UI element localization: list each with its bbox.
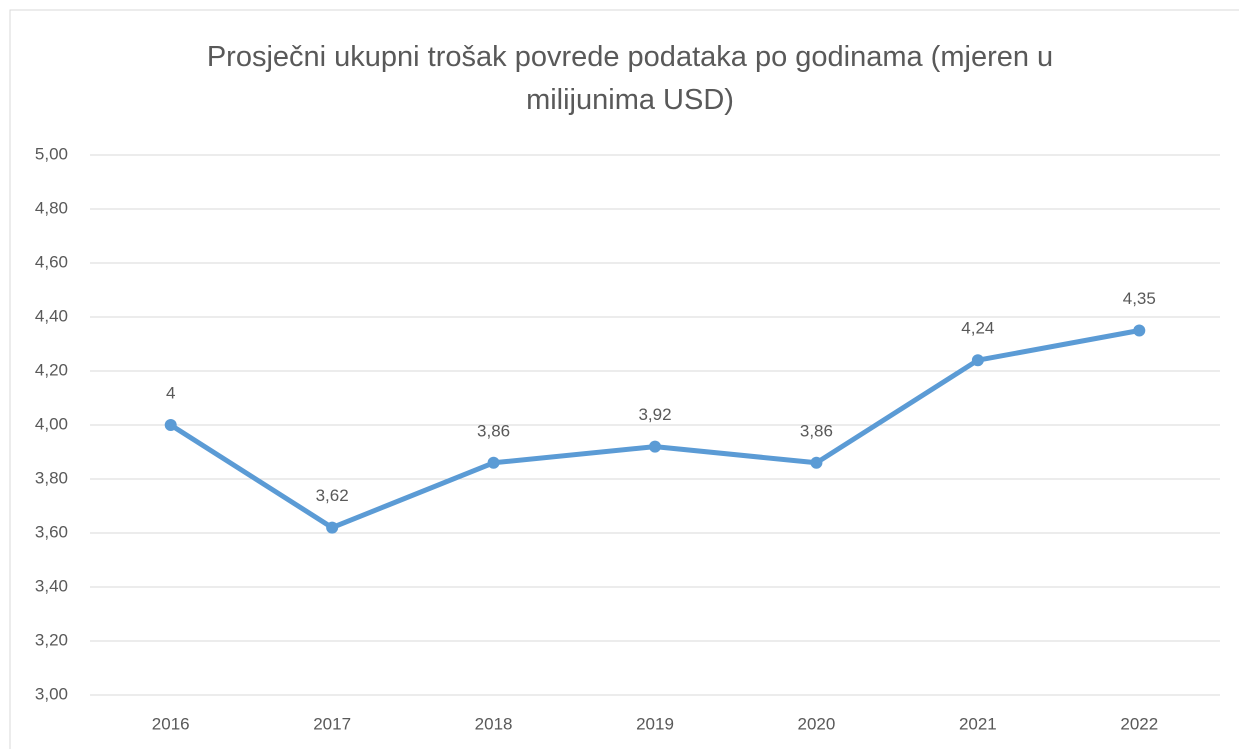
data-point	[164, 419, 177, 431]
data-label: 4	[166, 383, 175, 402]
data-label: 3,62	[316, 486, 349, 505]
data-label: 4,35	[1123, 289, 1156, 308]
y-tick-label: 3,00	[35, 684, 68, 703]
data-point	[487, 456, 500, 469]
y-tick-label: 4,80	[35, 198, 68, 217]
chart-border	[9, 9, 1239, 749]
y-tick-label: 3,80	[35, 468, 68, 487]
data-point	[1133, 324, 1146, 337]
data-label: 3,86	[477, 421, 510, 440]
x-tick-label: 2019	[636, 714, 674, 733]
data-point	[810, 456, 823, 469]
x-tick-label: 2016	[152, 714, 190, 733]
data-point	[326, 521, 339, 534]
chart-title: Prosječni ukupni trošak povrede podataka…	[206, 41, 1054, 116]
y-tick-label: 4,60	[35, 252, 68, 271]
x-tick-label: 2018	[475, 714, 513, 733]
data-label: 3,86	[800, 421, 833, 440]
y-tick-label: 4,40	[35, 306, 68, 325]
y-tick-label: 4,20	[35, 360, 68, 379]
y-tick-label: 3,20	[35, 630, 68, 649]
x-tick-label: 2021	[959, 714, 997, 733]
data-point	[971, 354, 984, 367]
y-tick-label: 5,00	[35, 144, 68, 163]
x-tick-label: 2022	[1120, 714, 1158, 733]
x-tick-label: 2020	[798, 714, 836, 733]
y-tick-label: 3,40	[35, 576, 68, 595]
y-tick-label: 3,60	[35, 522, 68, 541]
data-label: 3,92	[638, 405, 671, 424]
data-label: 4,24	[961, 319, 994, 338]
data-point	[649, 440, 661, 453]
x-tick-label: 2017	[313, 714, 351, 733]
y-tick-label: 4,00	[35, 414, 68, 433]
